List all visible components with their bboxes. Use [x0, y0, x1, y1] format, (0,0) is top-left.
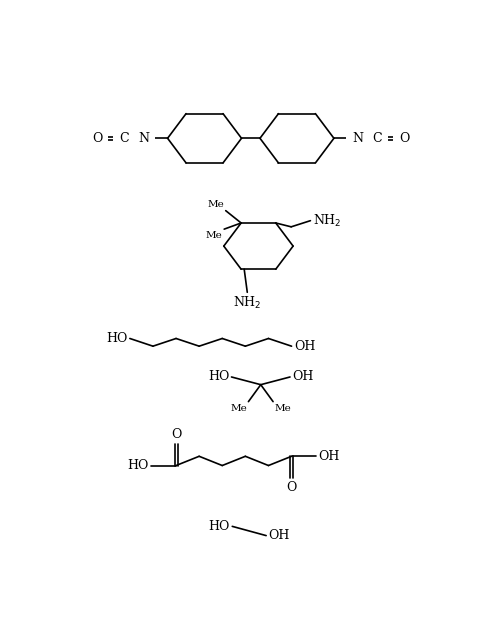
- Text: N: N: [138, 132, 149, 145]
- Text: O: O: [399, 132, 410, 145]
- Text: Me: Me: [230, 404, 247, 413]
- Text: OH: OH: [292, 371, 314, 383]
- Text: OH: OH: [268, 529, 290, 542]
- Text: OH: OH: [318, 450, 340, 463]
- Text: O: O: [171, 428, 181, 441]
- Text: HO: HO: [128, 459, 149, 472]
- Text: OH: OH: [294, 340, 315, 353]
- Text: HO: HO: [106, 332, 128, 345]
- Text: Me: Me: [275, 404, 291, 413]
- Text: NH$_2$: NH$_2$: [313, 213, 341, 229]
- Text: C: C: [120, 132, 129, 145]
- Text: O: O: [286, 481, 297, 494]
- Text: HO: HO: [208, 520, 230, 533]
- Text: O: O: [92, 132, 102, 145]
- Text: NH$_2$: NH$_2$: [233, 295, 262, 311]
- Text: N: N: [352, 132, 363, 145]
- Text: HO: HO: [208, 371, 229, 383]
- Text: C: C: [372, 132, 382, 145]
- Text: Me: Me: [207, 200, 224, 209]
- Text: Me: Me: [206, 231, 223, 240]
